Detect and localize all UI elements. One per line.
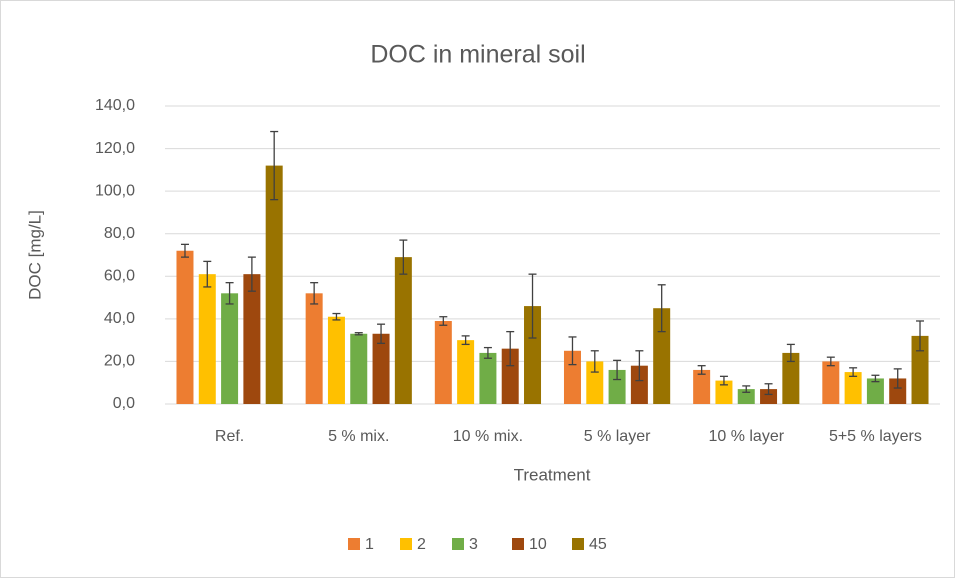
error-bar <box>203 260 212 288</box>
error-bar <box>332 312 341 321</box>
y-axis-label: DOC [mg/L] <box>25 210 44 300</box>
error-bar <box>742 385 751 393</box>
legend-swatch <box>512 538 524 550</box>
x-tick-label: 5+5 % layers <box>829 428 922 445</box>
x-tick-label: 5 % layer <box>584 428 651 445</box>
legend-swatch <box>400 538 412 550</box>
bar <box>866 378 884 404</box>
error-bar <box>893 368 902 389</box>
error-bar <box>635 350 644 382</box>
error-bar <box>568 336 577 366</box>
x-tick-label: 10 % layer <box>708 428 784 445</box>
error-bar <box>916 320 925 352</box>
y-tick-label: 100,0 <box>95 182 135 199</box>
bar <box>394 257 412 404</box>
legend-label: 45 <box>589 536 607 553</box>
bar <box>221 293 239 404</box>
bar <box>844 372 862 404</box>
legend-swatch <box>572 538 584 550</box>
error-bar <box>590 350 599 373</box>
error-bar <box>849 367 858 377</box>
error-bar <box>719 375 728 386</box>
bar <box>479 352 497 404</box>
x-tick-label: Ref. <box>215 428 244 445</box>
error-bar <box>613 359 622 381</box>
bar <box>911 335 929 404</box>
bar <box>265 165 283 404</box>
bar <box>630 365 648 404</box>
error-bar <box>439 316 448 326</box>
bar <box>198 274 216 404</box>
bar <box>608 369 626 404</box>
bar <box>327 316 345 404</box>
bar <box>243 274 261 404</box>
error-bar <box>225 282 234 305</box>
error-bar <box>657 284 666 333</box>
bar <box>822 361 840 404</box>
x-tick-label: 5 % mix. <box>328 428 389 445</box>
error-bar <box>871 374 880 383</box>
error-bar <box>247 256 256 292</box>
legend-label: 10 <box>529 536 547 553</box>
bar <box>737 389 755 404</box>
y-tick-label: 20,0 <box>104 353 135 370</box>
y-tick-label: 80,0 <box>104 225 135 242</box>
error-bar <box>180 243 189 258</box>
bar <box>715 380 733 404</box>
bar <box>434 320 452 404</box>
y-tick-label: 120,0 <box>95 140 135 157</box>
bar <box>586 361 604 404</box>
error-bar <box>528 273 537 339</box>
bar <box>305 293 323 404</box>
legend-swatch <box>452 538 464 550</box>
legend-swatch <box>348 538 360 550</box>
bar <box>501 348 519 404</box>
y-tick-label: 60,0 <box>104 268 135 285</box>
legend-label: 1 <box>365 536 374 553</box>
error-bar <box>310 282 319 305</box>
error-bar <box>270 130 279 201</box>
bar <box>563 350 581 404</box>
error-bar <box>786 343 795 363</box>
bar <box>350 333 368 404</box>
x-axis-label: Treatment <box>514 465 591 484</box>
bar <box>693 369 711 404</box>
legend-label: 2 <box>417 536 426 553</box>
x-tick-label: 10 % mix. <box>453 428 523 445</box>
bar <box>372 333 390 404</box>
error-bar <box>461 335 470 346</box>
legend-label: 3 <box>469 536 478 553</box>
error-bar <box>483 346 492 359</box>
bar <box>653 308 671 404</box>
error-bar <box>697 365 706 375</box>
y-tick-label: 40,0 <box>104 310 135 327</box>
bar <box>176 250 194 404</box>
bar <box>889 378 907 404</box>
y-tick-label: 0,0 <box>113 395 135 412</box>
error-bar <box>354 332 363 336</box>
bar <box>524 306 542 404</box>
bar <box>782 352 800 404</box>
error-bar <box>399 239 408 275</box>
chart-title: DOC in mineral soil <box>370 41 585 69</box>
error-bar <box>764 383 773 396</box>
error-bar <box>506 330 515 367</box>
error-bar <box>826 356 835 367</box>
bar <box>760 389 778 404</box>
y-tick-label: 140,0 <box>95 97 135 114</box>
bar <box>457 340 475 404</box>
error-bar <box>377 323 386 344</box>
